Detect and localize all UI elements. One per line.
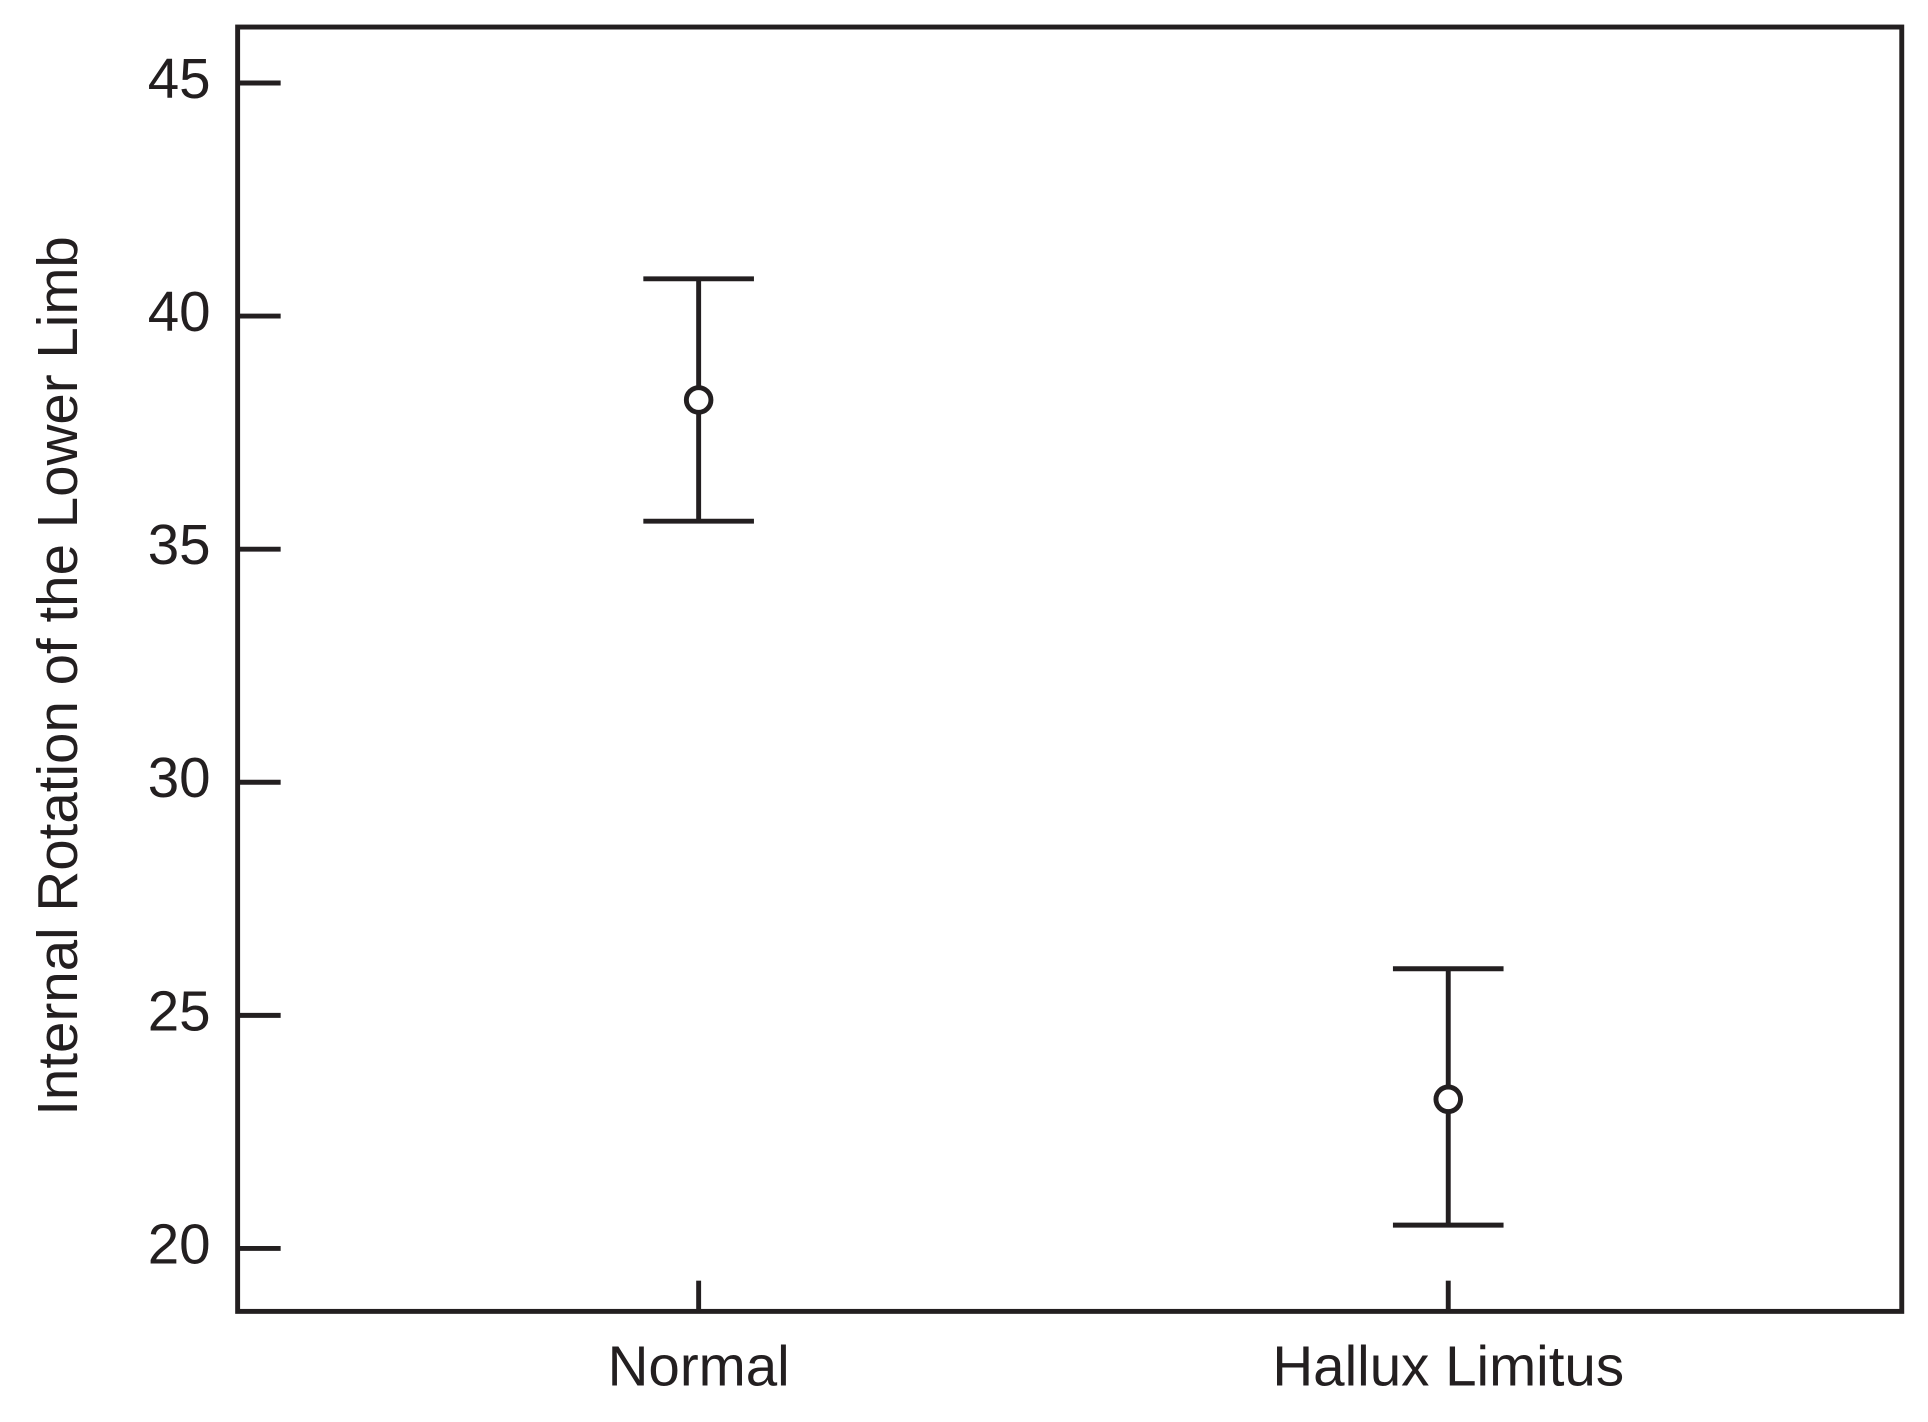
y-tick-label: 40 (148, 280, 211, 343)
plot-frame (235, 24, 1905, 1314)
mean-point (1433, 1084, 1463, 1115)
mean-point (683, 385, 714, 415)
y-tick-label: 30 (148, 746, 211, 809)
y-tick-label: 25 (148, 979, 211, 1042)
x-tick-label: Normal (608, 1334, 790, 1397)
y-axis-label: Internal Rotation of the Lower Limb (26, 236, 89, 1116)
y-tick-label: 45 (148, 47, 211, 110)
x-tick-label: Hallux Limitus (1272, 1334, 1624, 1397)
y-tick-label: 35 (148, 513, 211, 576)
y-tick-label: 20 (148, 1212, 211, 1275)
